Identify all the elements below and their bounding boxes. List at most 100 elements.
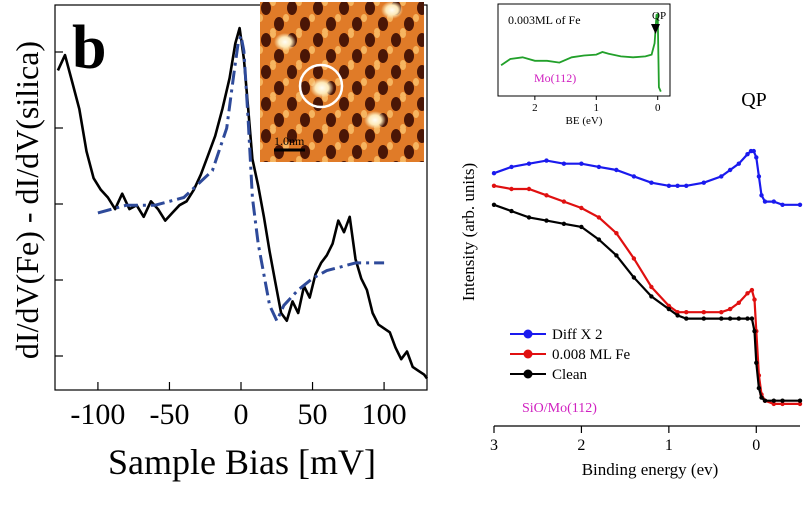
right-series-point: [771, 398, 776, 403]
right-series-point: [701, 310, 706, 315]
right-series-point: [797, 401, 803, 407]
right-series-point: [491, 183, 497, 188]
left-x-tick-label: 100: [362, 398, 407, 431]
right-series-point: [491, 171, 497, 176]
right-series-point: [579, 205, 584, 211]
right-series: [491, 148, 803, 407]
qp-peak-label: QP: [741, 89, 767, 111]
legend-marker: [523, 369, 533, 379]
inset-frame: [497, 3, 671, 97]
right-series-point: [675, 183, 680, 188]
right-series-point: [701, 316, 706, 321]
right-series-point: [684, 183, 689, 188]
left-x-axis-title: Sample Bias [mV]: [108, 442, 376, 482]
right-x-tick-label: 3: [490, 437, 498, 454]
sample-label: SiO/Mo(112): [522, 401, 597, 416]
right-series-point: [526, 215, 532, 220]
right-series-point: [797, 202, 803, 207]
inset-x-ticks: 2 1 0: [532, 96, 661, 114]
right-series-point: [771, 401, 776, 407]
right-x-tick-label: 0: [752, 437, 760, 454]
right-series-point: [509, 186, 514, 192]
left-y-ticks: [55, 51, 63, 357]
right-series-point: [614, 231, 619, 236]
right-series-point: [596, 237, 602, 242]
left-y-axis-title: dI/dV(Fe) - dI/dV(silica): [9, 41, 45, 359]
right-x-tick-label: 2: [577, 437, 585, 454]
right-series-point: [756, 174, 762, 179]
legend: Diff X 2 0.008 ML Fe Clean: [510, 327, 631, 383]
panel-label: b: [72, 14, 106, 82]
left-x-ticks: -100 -50 0 50 100: [70, 382, 407, 431]
legend-label: Clean: [552, 367, 587, 383]
right-series-point: [544, 158, 549, 163]
right-series-point: [762, 199, 768, 204]
inset-series: [500, 12, 662, 92]
inset-title: 0.003ML of Fe: [508, 13, 581, 27]
right-series-point: [727, 316, 733, 321]
right-series-point: [666, 306, 672, 312]
right-x-ticks: 3 2 1 0: [490, 426, 760, 454]
inset-series-line: [500, 12, 662, 92]
right-series-point: [759, 395, 764, 400]
legend-label: Diff X 2: [552, 327, 603, 343]
right-series-point: [561, 199, 567, 204]
right-series-point: [579, 224, 584, 230]
right-series-point: [745, 152, 750, 157]
right-series-point: [719, 310, 724, 315]
right-series-point: [736, 161, 741, 166]
right-series-point: [762, 398, 768, 403]
right-series-point: [727, 167, 733, 173]
stm-bright-spot: [274, 33, 296, 51]
right-series-point: [491, 202, 497, 207]
right-series-point: [544, 218, 549, 223]
right-series-point: [752, 329, 757, 334]
right-series-point: [736, 316, 741, 321]
right-series-point: [749, 316, 755, 321]
right-series-point: [684, 316, 689, 321]
right-series-point: [649, 180, 654, 185]
right-series-point: [727, 306, 733, 312]
inset-x-tick-label: 2: [532, 102, 538, 114]
right-series-point: [701, 180, 706, 185]
right-series-point: [526, 186, 532, 192]
left-x-tick-label: -100: [70, 398, 125, 431]
right-chart: 3 2 1 0 Binding energy (ev) Intensity (arb.…: [459, 3, 803, 479]
stm-inset: 1.0nm: [260, 1, 424, 162]
right-series-point: [666, 183, 672, 188]
right-series-point: [752, 297, 757, 302]
right-series-point: [797, 398, 803, 403]
right-series-point: [736, 300, 741, 305]
right-series-point: [719, 316, 724, 321]
right-series-point: [684, 310, 689, 315]
right-series-point: [509, 164, 514, 170]
left-chart: -100 -50 0 50 100 b Sample Bias [mV] dI/dV(F…: [9, 1, 429, 482]
xps-inset: 2 1 0 0.003ML of Fe Mo(112) QP BE (eV): [497, 3, 671, 127]
legend-marker: [523, 329, 533, 339]
left-series: [56, 26, 429, 380]
inset-qp-label: QP: [652, 10, 666, 22]
right-series-point: [561, 221, 567, 226]
right-series-point: [526, 161, 532, 166]
stm-bright-spot: [364, 111, 386, 129]
left-series-experimental: [56, 26, 429, 380]
left-x-tick-label: -50: [149, 398, 189, 431]
inset-x-axis-title: BE (eV): [566, 115, 603, 127]
right-x-tick-label: 1: [665, 437, 673, 454]
right-series-point: [754, 360, 759, 365]
right-series-point: [745, 316, 750, 321]
right-series-point: [596, 164, 602, 170]
right-series-point: [759, 193, 764, 198]
right-series-point: [614, 253, 619, 258]
legend-label: 0.008 ML Fe: [552, 347, 631, 363]
right-series-point: [756, 385, 762, 391]
right-series-point: [780, 401, 785, 407]
left-series-fit: [97, 34, 385, 323]
right-series-point: [649, 294, 654, 299]
right-series-point: [780, 202, 785, 207]
right-series-point: [675, 313, 680, 318]
inset-x-tick-label: 1: [594, 102, 600, 114]
inset-qp-arrow: [651, 24, 660, 34]
right-series-point: [719, 174, 724, 179]
